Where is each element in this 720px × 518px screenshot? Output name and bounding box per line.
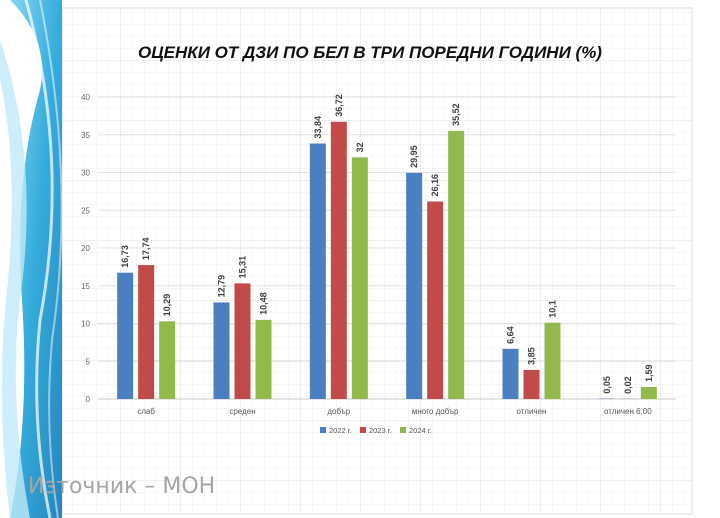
bars <box>117 121 657 399</box>
data-label: 10,48 <box>259 292 269 315</box>
bar <box>640 386 657 399</box>
y-tick-label: 15 <box>81 282 90 291</box>
data-label: 3,85 <box>527 347 537 365</box>
x-tick-label: среден <box>229 407 255 416</box>
data-label: 36,72 <box>334 94 344 117</box>
data-label: 16,73 <box>120 245 130 268</box>
data-label: 12,79 <box>217 275 227 298</box>
data-label: 0,05 <box>602 376 612 394</box>
x-axis-labels: слаб среден добър много добър отличен отличен… <box>137 407 652 416</box>
bar <box>502 348 519 399</box>
data-label: 10,29 <box>162 294 172 317</box>
legend-label: 2024 г. <box>409 426 432 435</box>
left-accent-graphic <box>0 0 63 518</box>
y-tick-label: 40 <box>81 93 90 102</box>
bar <box>406 172 423 399</box>
grid-paper <box>62 8 692 514</box>
legend-label: 2023 г. <box>369 426 392 435</box>
y-tick-label: 20 <box>81 244 90 253</box>
bar <box>213 302 230 399</box>
x-tick-label: много добър <box>412 407 459 416</box>
y-tick-label: 5 <box>86 357 91 366</box>
bar <box>351 157 368 399</box>
bar <box>234 283 251 399</box>
data-label: 33,84 <box>313 116 323 139</box>
bar <box>138 265 155 399</box>
y-tick-label: 0 <box>86 395 91 404</box>
data-label: 6,64 <box>506 326 516 344</box>
y-gridlines <box>98 96 676 400</box>
bar <box>159 321 176 399</box>
data-labels: 16,73 17,74 10,29 12,79 15,31 10,48 33,84 36,72… <box>120 94 654 394</box>
legend-swatch <box>320 427 326 433</box>
y-axis-ticks: 0 5 10 15 20 25 30 35 40 <box>81 93 90 404</box>
data-label: 32 <box>355 142 365 152</box>
data-label: 35,52 <box>451 103 461 126</box>
bar <box>255 319 272 399</box>
bar <box>427 201 444 399</box>
bar <box>309 143 326 399</box>
bar <box>448 130 465 399</box>
legend-swatch <box>360 427 366 433</box>
source-note: Източник – МОН <box>28 474 216 499</box>
data-label: 17,74 <box>141 238 151 261</box>
chart-title: ОЦЕНКИ ОТ ДЗИ ПО БЕЛ В ТРИ ПОРЕДНИ ГОДИН… <box>138 43 602 62</box>
legend-label: 2022 г. <box>329 426 352 435</box>
bar <box>330 121 347 399</box>
data-label: 10,1 <box>548 300 558 318</box>
y-tick-label: 30 <box>81 169 90 178</box>
bar <box>117 272 134 399</box>
data-label: 0,02 <box>623 376 633 394</box>
bar <box>523 369 540 399</box>
x-tick-label: добър <box>327 407 350 416</box>
x-tick-label: слаб <box>137 407 155 416</box>
data-label: 29,95 <box>409 145 419 168</box>
x-tick-label: отличен 6,00 <box>604 407 652 416</box>
data-label: 15,31 <box>238 256 248 279</box>
y-tick-label: 25 <box>81 206 90 215</box>
x-tick-label: отличен <box>517 407 547 416</box>
y-tick-label: 10 <box>81 320 90 329</box>
y-tick-label: 35 <box>81 131 90 140</box>
legend-swatch <box>400 427 406 433</box>
legend: 2022 г. 2023 г. 2024 г. <box>320 426 432 435</box>
data-label: 1,59 <box>644 364 654 382</box>
bar <box>544 322 561 399</box>
data-label: 26,16 <box>430 174 440 197</box>
